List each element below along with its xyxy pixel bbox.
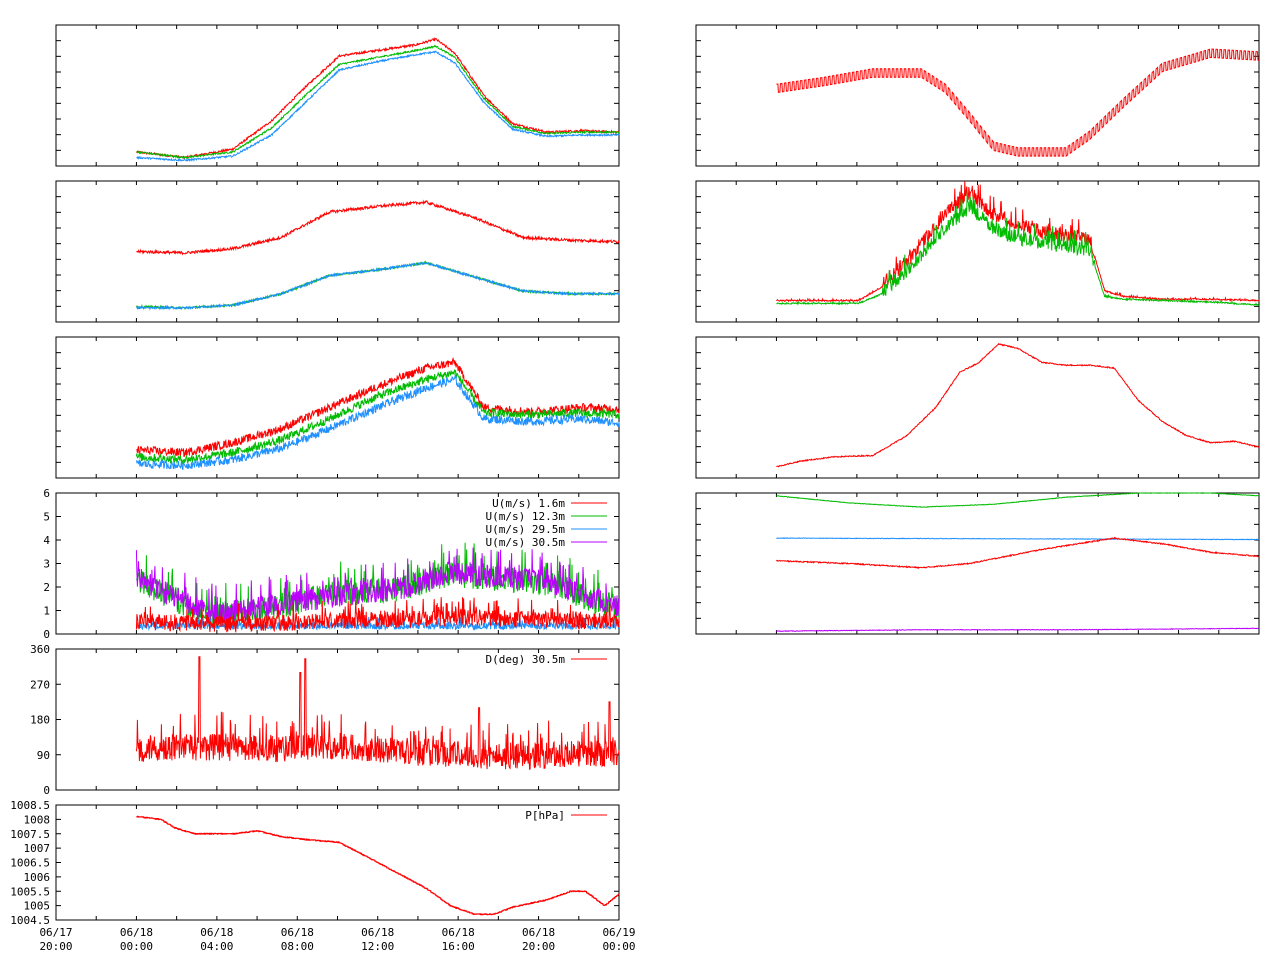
series-line <box>776 48 1260 157</box>
series-line <box>776 342 1260 468</box>
y-tick-label: 2 <box>43 581 50 594</box>
plot-frame <box>695 336 1260 479</box>
y-tick-label: 360 <box>30 643 50 656</box>
y-tick-label: 4 <box>43 534 50 547</box>
panel-wind_dir: 0 90 180 270 360 D(deg) 30.5m <box>30 643 620 797</box>
plot-frame <box>55 648 620 791</box>
legend-label: D(deg) 30.5m <box>486 653 566 666</box>
series-line <box>135 597 620 633</box>
series-line <box>136 50 620 163</box>
series-line <box>136 44 620 160</box>
panel-sonic_temp <box>55 336 620 479</box>
y-tick-label: 1007.5 <box>10 828 50 841</box>
legend-label: U(m/s) 29.5m <box>486 523 566 536</box>
panel-wind_speed: 0 1 2 3 4 5 6 U(m/s) 1.6mU(m/s) 12.3mU(m/s) 29.… <box>43 487 620 641</box>
series-line <box>136 815 620 916</box>
panel-temp_profile <box>55 24 620 167</box>
y-tick-label: 180 <box>30 714 50 727</box>
x-tick-time: 20:00 <box>39 940 72 953</box>
y-tick-label: 1007 <box>24 842 51 855</box>
series-line <box>776 181 1260 303</box>
series-line <box>775 536 1260 570</box>
series-line <box>136 199 620 256</box>
panel-right_flat_lines <box>695 492 1260 635</box>
plot-frame <box>695 492 1260 635</box>
y-tick-label: 1008.5 <box>10 799 50 812</box>
y-tick-label: 0 <box>43 628 50 641</box>
x-tick-date: 06/17 <box>39 926 72 939</box>
x-tick-date: 06/19 <box>602 926 635 939</box>
panel-right_stepped <box>695 24 1260 167</box>
legend-label: U(m/s) 12.3m <box>486 510 566 523</box>
legend-label: U(m/s) 1.6m <box>492 497 565 510</box>
plot-frame <box>695 24 1260 167</box>
series-line <box>776 627 1260 632</box>
series-line <box>135 369 620 465</box>
series-line <box>136 356 620 458</box>
y-tick-label: 1006 <box>24 871 51 884</box>
x-tick-time: 16:00 <box>442 940 475 953</box>
x-tick-time: 20:00 <box>522 940 555 953</box>
y-tick-label: 3 <box>43 558 50 571</box>
y-tick-label: 5 <box>43 511 50 524</box>
x-tick-date: 06/18 <box>361 926 394 939</box>
x-tick-time: 00:00 <box>602 940 635 953</box>
x-tick-date: 06/18 <box>200 926 233 939</box>
series-line <box>135 656 620 771</box>
x-tick-date: 06/18 <box>442 926 475 939</box>
x-tick-date: 06/18 <box>120 926 153 939</box>
x-tick-time: 12:00 <box>361 940 394 953</box>
y-tick-label: 6 <box>43 487 50 500</box>
y-tick-label: 1005.5 <box>10 885 50 898</box>
plot-frame <box>55 24 620 167</box>
series-line <box>776 190 1260 307</box>
y-tick-label: 1 <box>43 605 50 618</box>
series-line <box>135 374 620 471</box>
panel-right_spiky_pair <box>695 180 1260 323</box>
panel-right_smooth_peak <box>695 336 1260 479</box>
x-tick-time: 08:00 <box>281 940 314 953</box>
legend-label: P[hPa] <box>525 809 565 822</box>
y-tick-label: 1005 <box>24 900 51 913</box>
series-line <box>136 261 620 311</box>
x-tick-time: 00:00 <box>120 940 153 953</box>
series-line <box>776 492 1260 508</box>
x-tick-date: 06/18 <box>281 926 314 939</box>
y-tick-label: 270 <box>30 678 50 691</box>
y-tick-label: 1006.5 <box>10 857 50 870</box>
legend-label: U(m/s) 30.5m <box>486 536 566 549</box>
y-tick-label: 90 <box>37 749 50 762</box>
panel-humidity_profile <box>55 180 620 323</box>
series-line <box>135 36 620 160</box>
y-tick-label: 0 <box>43 784 50 797</box>
y-tick-label: 1008 <box>24 813 51 826</box>
y-tick-label: 1004.5 <box>10 914 50 927</box>
series-line <box>776 537 1260 541</box>
x-tick-date: 06/18 <box>522 926 555 939</box>
x-tick-time: 04:00 <box>200 940 233 953</box>
